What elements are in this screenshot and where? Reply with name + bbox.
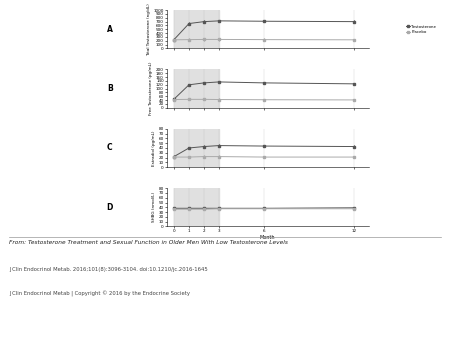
Text: J Clin Endocrinol Metab | Copyright © 2016 by the Endocrine Society: J Clin Endocrinol Metab | Copyright © 20… <box>9 291 190 297</box>
Y-axis label: Total Testosterone (ng/dL): Total Testosterone (ng/dL) <box>147 3 151 56</box>
Bar <box>174 188 219 226</box>
Y-axis label: SHBG (nmol/L): SHBG (nmol/L) <box>152 192 156 222</box>
Legend: Testosterone, Placebo: Testosterone, Placebo <box>404 23 438 35</box>
Bar <box>174 10 219 48</box>
Text: C: C <box>107 143 112 152</box>
Text: From: Testosterone Treatment and Sexual Function in Older Men With Low Testoster: From: Testosterone Treatment and Sexual … <box>9 240 288 245</box>
Bar <box>174 129 219 167</box>
X-axis label: Month: Month <box>260 235 275 240</box>
Text: A: A <box>107 25 113 34</box>
Text: J Clin Endocrinol Metab. 2016;101(8):3096-3104. doi:10.1210/jc.2016-1645: J Clin Endocrinol Metab. 2016;101(8):309… <box>9 267 208 272</box>
Text: B: B <box>107 84 112 93</box>
Y-axis label: Estradiol (pg/mL): Estradiol (pg/mL) <box>152 130 156 166</box>
Text: D: D <box>107 203 113 212</box>
Y-axis label: Free Testosterone (pg/mL): Free Testosterone (pg/mL) <box>149 62 153 115</box>
Bar <box>174 70 219 108</box>
